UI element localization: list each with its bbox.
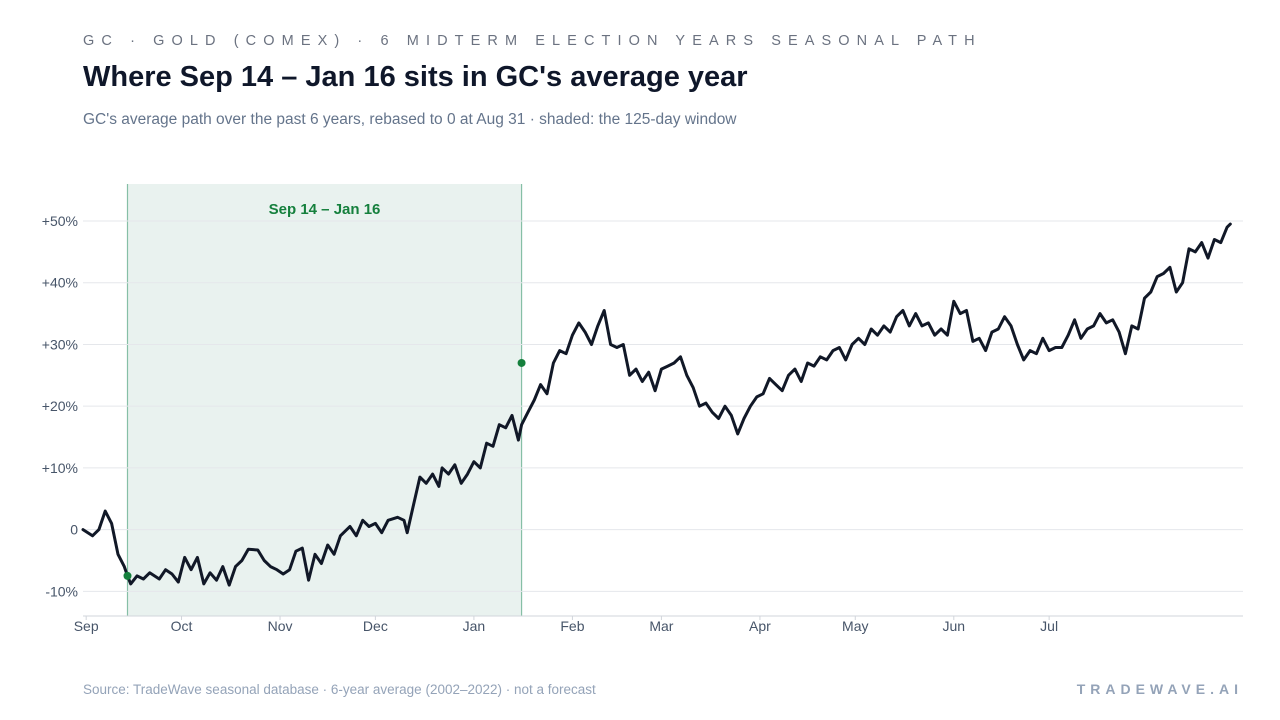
x-tick-label: Jan <box>463 618 486 634</box>
window-label: Sep 14 – Jan 16 <box>269 201 381 218</box>
x-tick-label: May <box>842 618 868 634</box>
x-tick-label: Apr <box>749 618 771 634</box>
x-axis-ticks: Sep Oct Nov Dec Jan Feb Mar Apr May Jun Jul <box>74 616 1058 634</box>
y-tick-label: +20% <box>42 398 78 414</box>
x-tick-label: Dec <box>363 618 388 634</box>
x-tick-label: Sep <box>74 618 99 634</box>
x-tick-label: Jun <box>943 618 966 634</box>
y-tick-label: 0 <box>70 522 78 538</box>
x-tick-label: Feb <box>560 618 584 634</box>
y-tick-label: +10% <box>42 460 78 476</box>
footer-source: Source: TradeWave seasonal database · 6-… <box>83 682 596 697</box>
x-tick-label: Jul <box>1040 618 1058 634</box>
window-end-marker <box>517 358 526 367</box>
chart-subtitle: GC's average path over the past 6 years,… <box>83 111 737 128</box>
x-tick-label: Oct <box>171 618 193 634</box>
x-tick-label: Mar <box>649 618 673 634</box>
grid-lines <box>83 220 1243 592</box>
y-tick-label: +40% <box>42 275 78 291</box>
chart-title: Where Sep 14 – Jan 16 sits in GC's avera… <box>83 61 748 93</box>
window-start-marker <box>123 571 132 580</box>
y-tick-label: -10% <box>45 583 78 599</box>
y-tick-label: +30% <box>42 336 78 352</box>
seasonal-path-line <box>81 222 1232 587</box>
y-tick-label: +50% <box>42 213 78 229</box>
y-axis-ticks: -10% 0 +10% +20% +30% +40% +50% <box>42 213 78 599</box>
chart-kicker: GC · GOLD (COMEX) · 6 MIDTERM ELECTION Y… <box>83 33 982 49</box>
brand-logo: TRADEWAVE.AI <box>1076 681 1243 697</box>
x-tick-label: Nov <box>268 618 293 634</box>
highlight-window <box>127 184 522 616</box>
